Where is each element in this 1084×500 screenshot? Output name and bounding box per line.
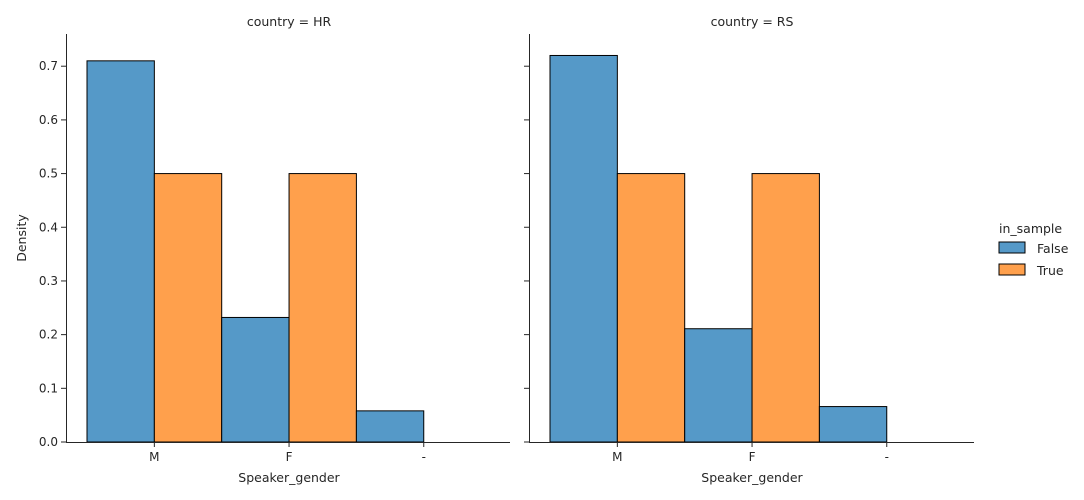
bar-true-f	[288, 173, 357, 443]
x-tick-label: F	[286, 450, 293, 464]
bar-false-unknown	[818, 406, 888, 443]
bar-true-m	[616, 173, 686, 443]
legend-label-false: False	[1037, 241, 1069, 256]
bar-true-m	[153, 173, 223, 443]
bar-false-m	[86, 60, 155, 443]
legend-swatch-false	[998, 241, 1026, 254]
y-tick-label: 0.7	[39, 59, 58, 73]
bar-false-f	[684, 328, 753, 443]
x-tick-label: M	[149, 450, 159, 464]
legend-title: in_sample	[999, 221, 1062, 236]
bar-false-m	[549, 54, 618, 443]
y-tick-label: 0.5	[39, 167, 58, 181]
facet-panel-rs: country = RS M F - Speaker_gender	[524, 14, 974, 485]
y-ticks-hr: 0.0 0.1 0.2 0.3 0.4 0.5 0.6 0.7	[39, 59, 66, 449]
facet-title-hr: country = HR	[247, 14, 332, 29]
legend: in_sample False True	[998, 221, 1069, 278]
y-ticks-rs	[524, 65, 529, 443]
bar-true-f	[751, 173, 820, 443]
x-tick-label: -	[422, 450, 426, 464]
x-axis-label-rs: Speaker_gender	[701, 470, 803, 485]
y-tick-label: 0.0	[39, 435, 58, 449]
bar-false-f	[221, 316, 290, 443]
legend-label-true: True	[1036, 263, 1064, 278]
x-tick-label: M	[612, 450, 622, 464]
y-tick-label: 0.2	[39, 328, 58, 342]
y-tick-label: 0.1	[39, 381, 58, 395]
x-axis-label-hr: Speaker_gender	[238, 470, 340, 485]
y-tick-label: 0.6	[39, 113, 58, 127]
bars-rs	[549, 54, 888, 443]
bars-hr	[86, 60, 425, 443]
legend-swatch-true	[998, 263, 1026, 276]
y-tick-label: 0.4	[39, 220, 58, 234]
facet-title-rs: country = RS	[711, 14, 794, 29]
x-tick-label: F	[749, 450, 756, 464]
x-tick-label: -	[885, 450, 889, 464]
y-axis-label: Density	[14, 214, 29, 262]
facet-panel-hr: country = HR 0.0 0.1 0.2 0.3 0.4 0.5 0.6 0.7 M F…	[14, 14, 510, 485]
y-tick-label: 0.3	[39, 274, 58, 288]
bar-false-unknown	[355, 410, 425, 443]
